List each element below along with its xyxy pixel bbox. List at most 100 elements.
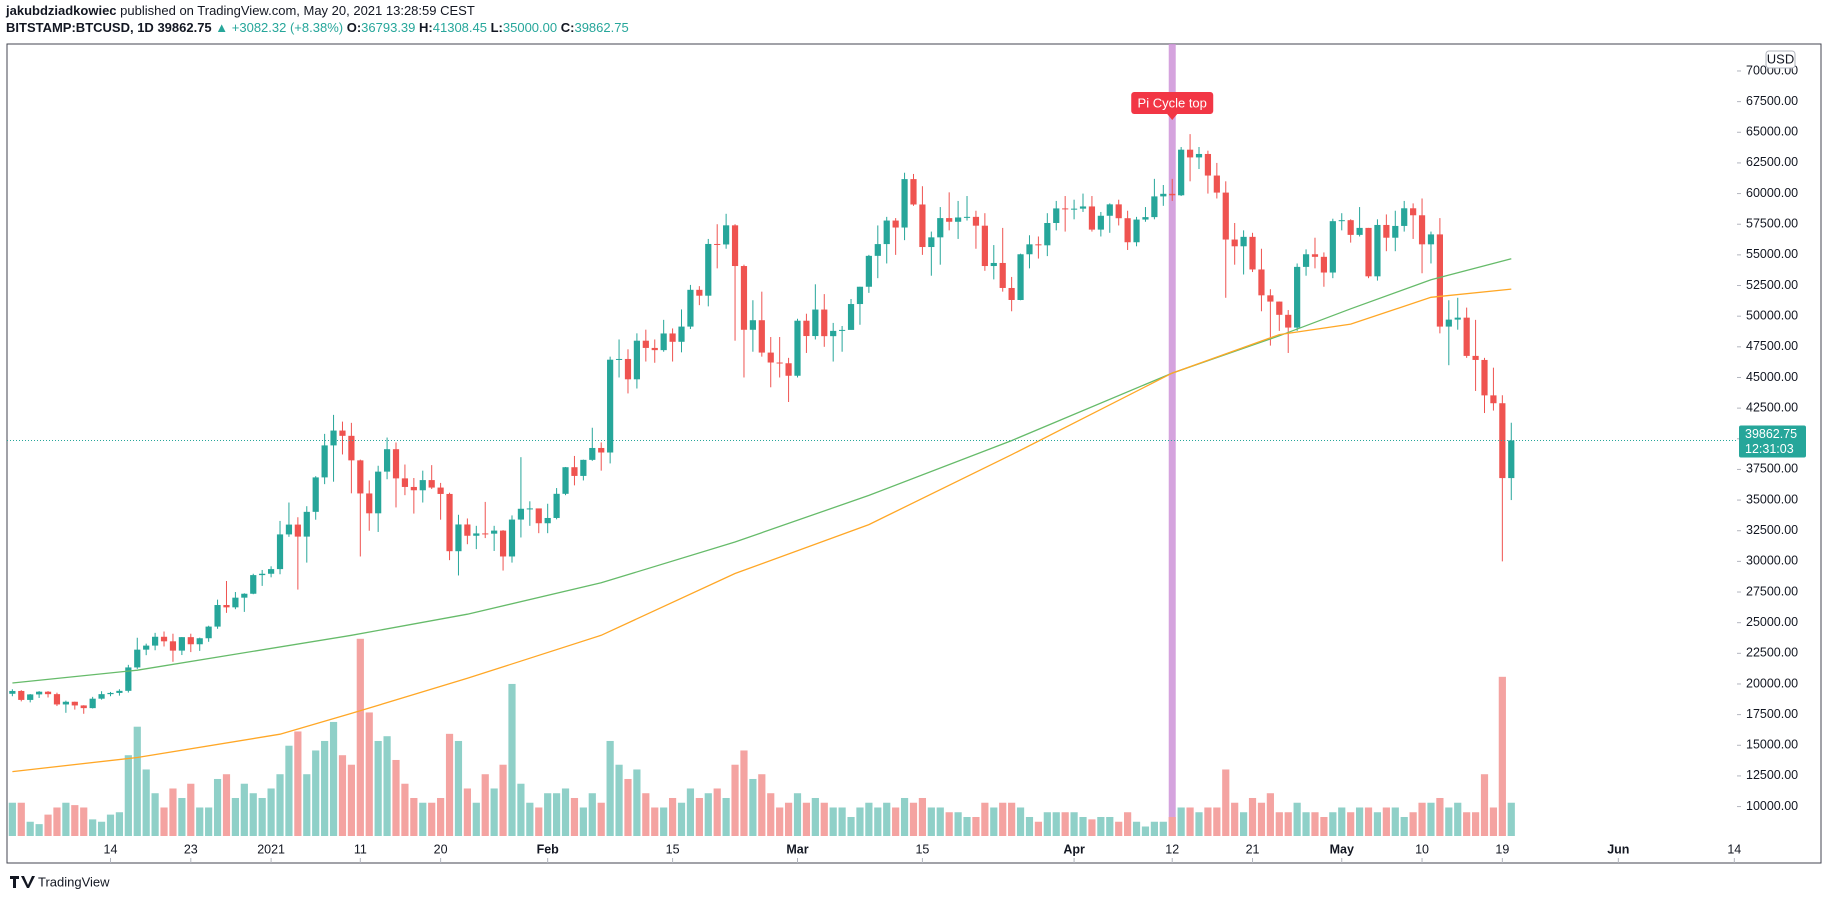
volume-bar [1231, 802, 1239, 836]
volume-bar [267, 788, 275, 836]
candle-body [1008, 287, 1015, 300]
candle-body [107, 692, 114, 695]
symbol-line: BITSTAMP:BTCUSD, 1D 39862.75 ▲ +3082.32 … [6, 20, 629, 35]
volume-bar [1382, 807, 1390, 836]
volume-bar [1141, 826, 1150, 836]
volume-bar [1445, 807, 1453, 836]
volume-bar [1043, 812, 1051, 836]
candle-body [794, 320, 801, 376]
candle-body [303, 511, 310, 537]
candle-body [928, 237, 935, 248]
volume-bar [490, 788, 498, 836]
candle-body [687, 289, 694, 327]
volume-bar [1106, 816, 1114, 836]
candle-body [553, 493, 560, 518]
volume-bar [8, 802, 16, 836]
candle-body [1133, 219, 1140, 243]
volume-bar [1124, 812, 1132, 836]
candle-body [214, 605, 221, 627]
candle-body [856, 286, 864, 305]
volume-bar [758, 774, 766, 836]
volume-bar [1454, 802, 1462, 836]
ohlc-label: H: [419, 20, 433, 35]
volume-bar [419, 802, 427, 836]
candle-body [348, 435, 355, 461]
x-tick-label: 14 [1727, 842, 1741, 856]
volume-bar [1008, 802, 1016, 836]
volume-bar [1463, 812, 1471, 836]
volume-bar [838, 807, 846, 836]
candle-body [758, 320, 765, 353]
x-tick-label: 20 [434, 842, 448, 856]
y-tick-label: 22500.00 [1746, 646, 1798, 660]
volume-bar [740, 750, 748, 836]
volume-bar [124, 755, 132, 836]
candle-body [1383, 224, 1390, 238]
volume-bar [1266, 793, 1274, 836]
candle-body [749, 320, 756, 330]
volume-bar [160, 807, 168, 836]
candle-body [1267, 295, 1274, 302]
candle-body [812, 309, 819, 337]
candle-body [357, 460, 364, 494]
candle-body [250, 575, 257, 594]
candle-body [972, 216, 980, 226]
candle-body [1463, 317, 1470, 356]
volume-bar [89, 819, 97, 836]
candle-body [241, 593, 248, 598]
event-band [1168, 44, 1176, 836]
y-tick-label: 17500.00 [1746, 707, 1798, 721]
volume-bar [1177, 807, 1185, 836]
x-tick-label: Mar [786, 842, 808, 856]
candle-body [999, 262, 1006, 288]
candle-body [499, 530, 507, 557]
candle-body [80, 705, 87, 709]
volume-bar [517, 783, 525, 836]
volume-bar [26, 821, 34, 836]
candle-body [375, 471, 382, 514]
candle-body [1427, 234, 1435, 245]
ohlc-label: L: [491, 20, 503, 35]
candle-body [205, 626, 212, 639]
volume-bar [1373, 812, 1382, 836]
candle-body [723, 225, 730, 245]
candle-body [731, 225, 739, 267]
candle-body [1178, 149, 1185, 196]
volume-bar [196, 807, 204, 836]
candle-body [1329, 221, 1336, 273]
candle-body [321, 445, 328, 478]
volume-bar [1418, 802, 1426, 836]
volume-bar [454, 740, 463, 836]
candle-body [401, 478, 409, 487]
candle-body [589, 447, 596, 460]
y-tick-label: 15000.00 [1746, 738, 1798, 752]
volume-bar [767, 793, 775, 836]
volume-bar [1034, 821, 1042, 836]
volume-bar [463, 788, 471, 836]
volume-bar [1061, 812, 1069, 836]
candle-body [98, 694, 105, 699]
candle-body [196, 638, 203, 645]
candle-body [223, 605, 230, 608]
volume-bar [535, 807, 543, 836]
candle-body [1454, 317, 1461, 320]
candle-body [366, 493, 373, 514]
volume-bar [802, 802, 811, 836]
volume-bar [329, 721, 338, 836]
ohlc-label: C: [561, 20, 575, 35]
volume-bar [294, 731, 302, 836]
candle-body [160, 636, 168, 642]
volume-bar [1168, 816, 1176, 836]
x-tick-label: 2021 [257, 842, 285, 856]
candle-body [36, 691, 43, 695]
candle-body [1347, 220, 1354, 235]
candle-body [169, 641, 177, 651]
candle-body [1115, 204, 1122, 219]
volume-bar [704, 793, 712, 836]
candle-body [71, 701, 78, 706]
volume-bar [80, 807, 88, 836]
candle-body [1160, 193, 1167, 197]
x-tick-label: 19 [1495, 842, 1509, 856]
volume-bar [686, 788, 695, 836]
volume-bar [1507, 802, 1515, 836]
